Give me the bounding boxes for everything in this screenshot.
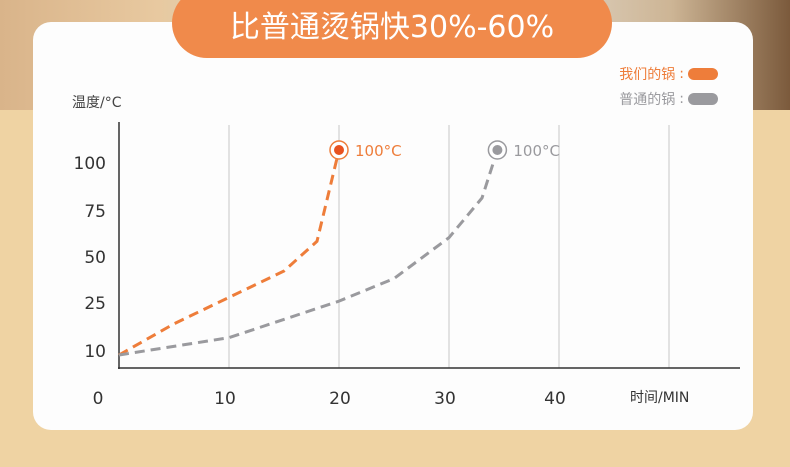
y-tick-label: 50 <box>84 248 106 268</box>
y-axis-label: 温度/°C <box>72 95 122 111</box>
chart-title: 比普通烫锅快30%-60% <box>229 10 555 45</box>
end-label: 100°C <box>513 142 560 160</box>
end-marker <box>334 145 344 155</box>
series-line-0 <box>118 149 341 357</box>
legend-item-normal: 普通的锅: <box>619 89 718 109</box>
y-tick-label: 100 <box>74 154 106 174</box>
x-axis-label: 时间/MIN <box>630 390 689 406</box>
end-marker <box>492 145 503 155</box>
chart-card <box>33 22 753 430</box>
title-banner: 比普通烫锅快30%-60% <box>172 0 612 58</box>
legend-swatch <box>688 68 718 80</box>
y-tick-label: 25 <box>84 294 106 314</box>
series-line-1 <box>118 149 499 357</box>
legend-label: 普通的锅 <box>619 92 676 108</box>
y-tick-label: 10 <box>84 342 106 362</box>
x-tick-label: 20 <box>329 389 351 409</box>
legend-label: 我们的锅 <box>619 67 676 83</box>
x-tick-label: 0 <box>93 389 104 409</box>
end-label: 100°C <box>355 142 402 160</box>
x-tick-label: 10 <box>214 389 236 409</box>
x-tick-label: 40 <box>544 389 566 409</box>
legend-swatch <box>688 93 718 105</box>
legend-item-ours: 我们的锅: <box>619 64 718 84</box>
y-tick-label: 75 <box>84 202 106 222</box>
x-tick-label: 30 <box>434 389 456 409</box>
